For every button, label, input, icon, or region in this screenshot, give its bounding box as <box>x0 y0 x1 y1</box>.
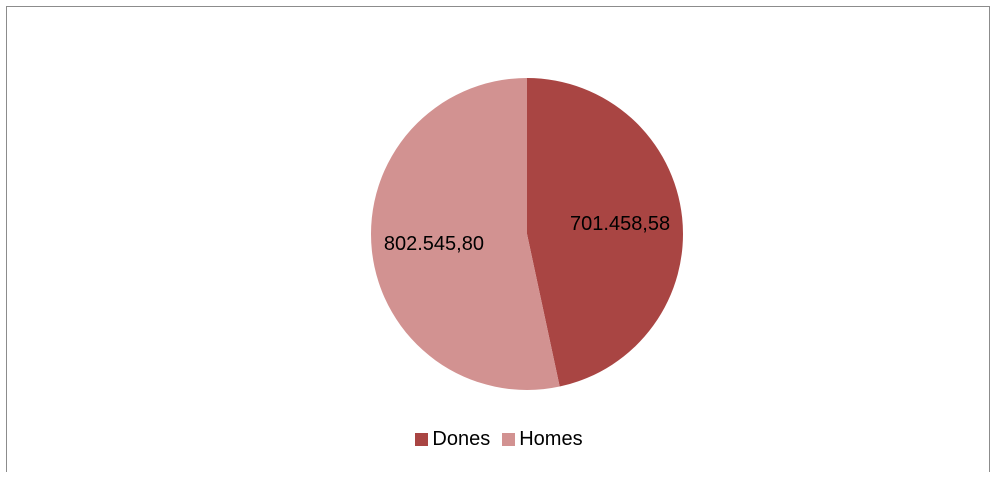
data-label-dones: 701.458,58 <box>570 213 670 235</box>
legend-swatch-dones <box>415 433 429 446</box>
pie-data-labels: 701.458,58 802.545,80 <box>384 213 670 255</box>
legend-label-homes: Homes <box>519 428 583 450</box>
legend-item-dones: Dones <box>415 428 490 451</box>
legend: Dones Homes <box>0 428 998 451</box>
legend-swatch-homes <box>502 433 516 446</box>
legend-label-dones: Dones <box>432 428 491 450</box>
pie-slice-homes <box>370 78 560 390</box>
legend-item-homes: Homes <box>502 428 583 451</box>
pie-slices <box>370 78 683 390</box>
pie-slice-dones <box>527 78 683 387</box>
data-label-homes: 802.545,80 <box>384 233 484 255</box>
